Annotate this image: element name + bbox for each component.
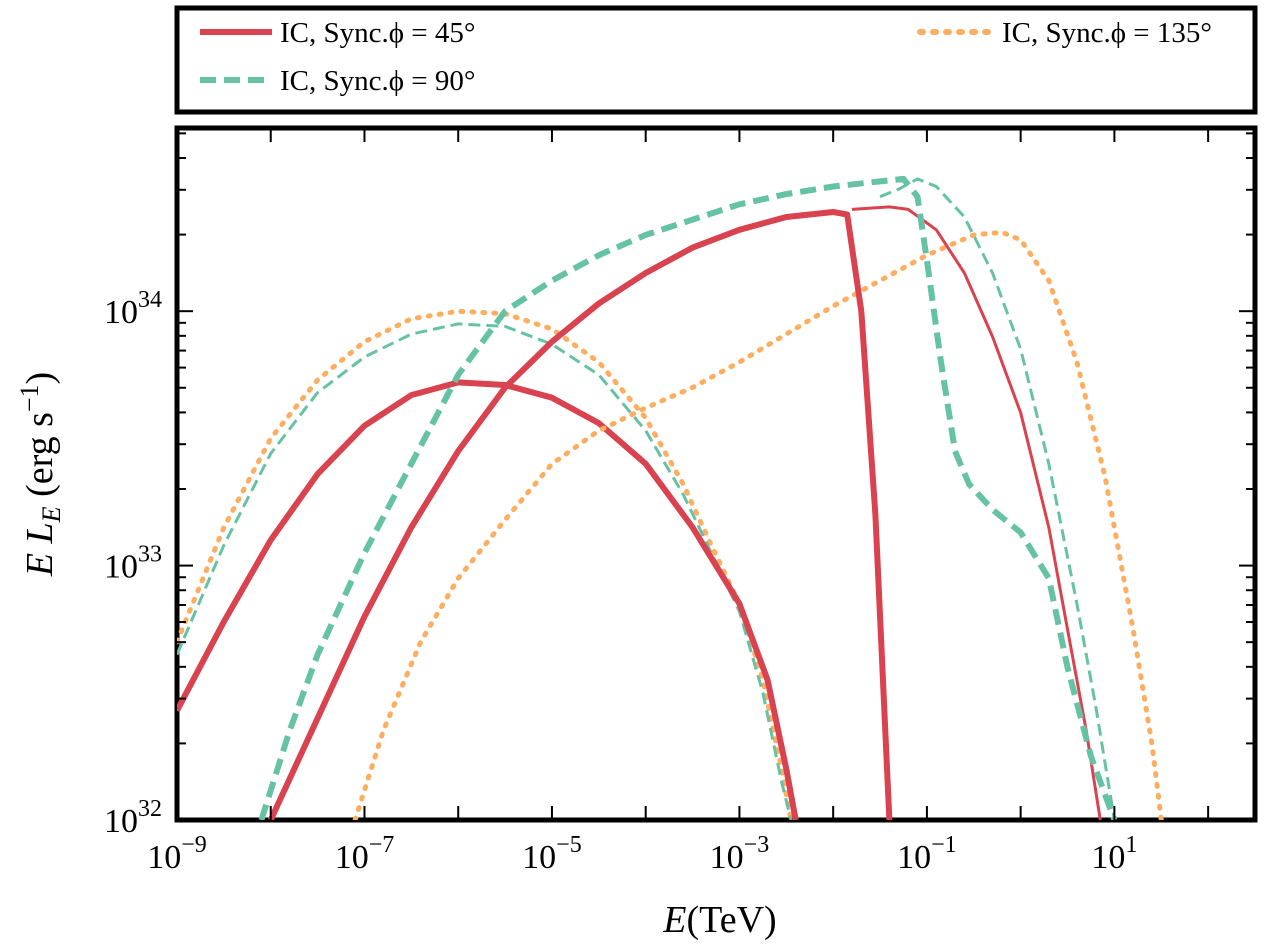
series-line-5 bbox=[851, 205, 1102, 820]
series-line-2 bbox=[177, 379, 799, 820]
y-axis-label: E LE (erg s−1) bbox=[15, 372, 66, 577]
y-tick-label-0: 1032 bbox=[104, 796, 162, 840]
series-line-7 bbox=[267, 209, 893, 820]
x-tick-label-5: 101 bbox=[1091, 832, 1137, 876]
legend-box bbox=[174, 5, 1258, 115]
x-tick-label-2: 10−5 bbox=[522, 832, 582, 876]
series-line-6 bbox=[258, 175, 1118, 820]
legend: IC, Sync.ϕ = 45° IC, Sync.ϕ = 90° IC, Sync… bbox=[200, 17, 1212, 97]
series-line-1 bbox=[177, 322, 793, 820]
x-tick-label-4: 10−1 bbox=[897, 832, 957, 876]
y-tick-label-2: 1034 bbox=[104, 287, 162, 331]
legend-label-2: IC, Sync.ϕ = 135° bbox=[1002, 17, 1212, 49]
series-line-0 bbox=[177, 308, 794, 820]
ticks: 10−9 10−7 10−5 10−3 10−1 101 1032 1033 1034 bbox=[104, 128, 1255, 876]
series-line-3 bbox=[352, 229, 1164, 820]
x-tick-label-0: 10−9 bbox=[147, 832, 207, 876]
series-line-4 bbox=[879, 177, 1116, 820]
legend-label-1: IC, Sync.ϕ = 90° bbox=[280, 65, 475, 97]
plot-frame bbox=[174, 125, 1258, 823]
legend-label-0: IC, Sync.ϕ = 45° bbox=[280, 17, 475, 49]
x-axis-label: E(TeV) bbox=[662, 899, 776, 941]
x-tick-label-3: 10−3 bbox=[710, 832, 770, 876]
series-layer bbox=[177, 175, 1164, 820]
y-tick-label-1: 1033 bbox=[104, 542, 162, 586]
x-tick-label-1: 10−7 bbox=[335, 832, 395, 876]
